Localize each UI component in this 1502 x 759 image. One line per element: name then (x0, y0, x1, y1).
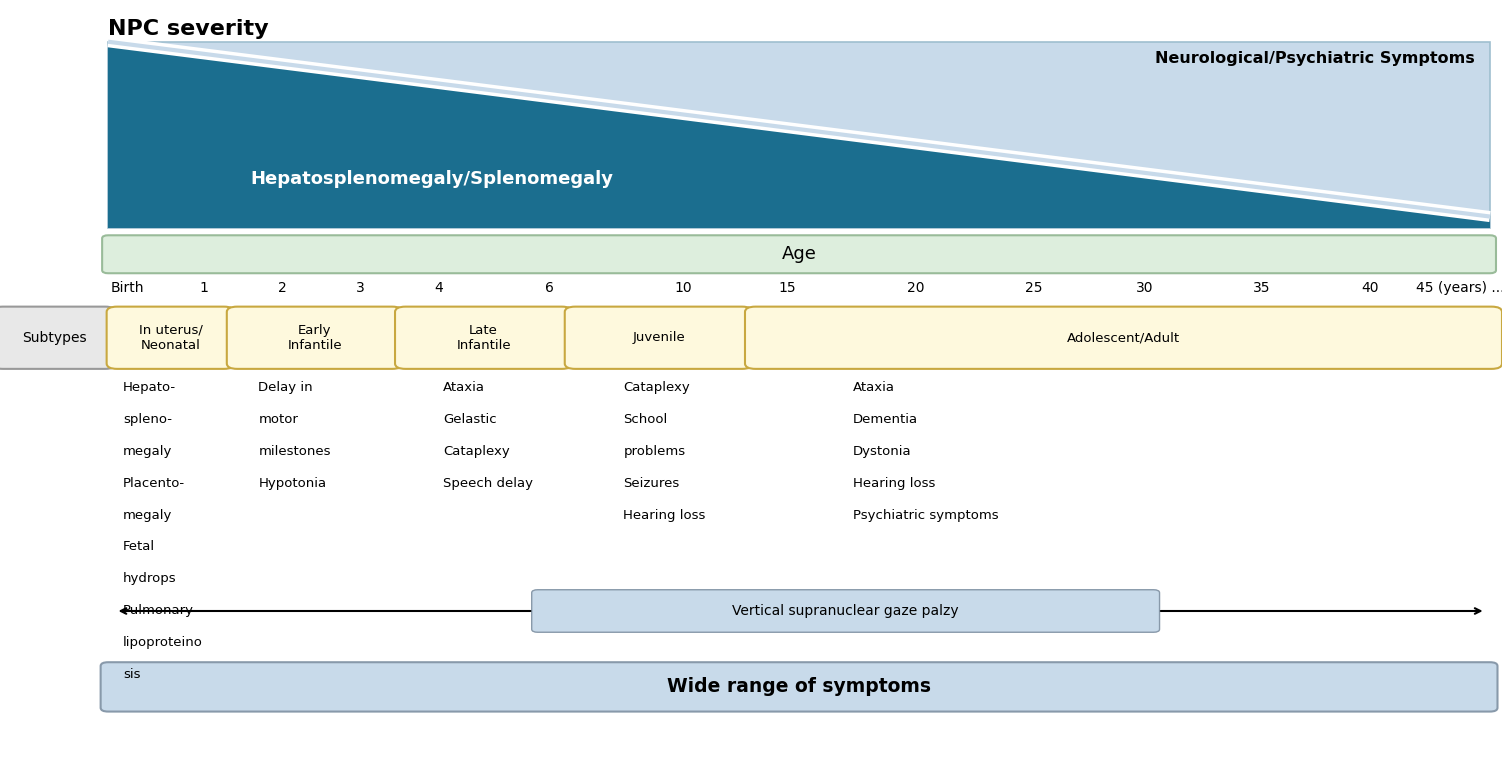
Text: Hearing loss: Hearing loss (853, 477, 936, 490)
Text: Speech delay: Speech delay (443, 477, 533, 490)
Text: Vertical supranuclear gaze palzy: Vertical supranuclear gaze palzy (733, 604, 958, 618)
Text: sis: sis (123, 668, 141, 681)
FancyBboxPatch shape (532, 590, 1160, 632)
Text: Gelastic: Gelastic (443, 413, 497, 426)
FancyBboxPatch shape (227, 307, 403, 369)
Text: Fetal: Fetal (123, 540, 155, 553)
Text: 20: 20 (907, 281, 925, 294)
Text: Ataxia: Ataxia (853, 381, 895, 394)
FancyBboxPatch shape (395, 307, 572, 369)
FancyBboxPatch shape (0, 307, 116, 369)
Text: hydrops: hydrops (123, 572, 177, 585)
Text: Late
Infantile: Late Infantile (457, 324, 511, 351)
FancyBboxPatch shape (108, 42, 1490, 228)
Text: Juvenile: Juvenile (632, 331, 685, 345)
Text: 30: 30 (1136, 281, 1154, 294)
Text: School: School (623, 413, 667, 426)
Text: Cataplexy: Cataplexy (623, 381, 689, 394)
Polygon shape (108, 42, 1490, 228)
Text: In uterus/
Neonatal: In uterus/ Neonatal (138, 324, 203, 351)
Text: Delay in: Delay in (258, 381, 312, 394)
Text: 35: 35 (1253, 281, 1271, 294)
Text: megaly: megaly (123, 445, 173, 458)
Text: Seizures: Seizures (623, 477, 679, 490)
FancyBboxPatch shape (565, 307, 753, 369)
Text: 2: 2 (278, 281, 287, 294)
FancyBboxPatch shape (101, 662, 1497, 712)
Text: 10: 10 (674, 281, 692, 294)
Text: 25: 25 (1024, 281, 1042, 294)
Text: Dementia: Dementia (853, 413, 918, 426)
Text: Hepato-: Hepato- (123, 381, 176, 394)
Text: 4: 4 (434, 281, 443, 294)
Text: Hypotonia: Hypotonia (258, 477, 326, 490)
Text: Cataplexy: Cataplexy (443, 445, 509, 458)
Text: Hepatosplenomegaly/Splenomegaly: Hepatosplenomegaly/Splenomegaly (251, 170, 614, 188)
Text: Adolescent/Adult: Adolescent/Adult (1066, 331, 1181, 345)
Text: 40: 40 (1361, 281, 1379, 294)
Text: Wide range of symptoms: Wide range of symptoms (667, 677, 931, 697)
Text: 3: 3 (356, 281, 365, 294)
Text: problems: problems (623, 445, 685, 458)
Text: Dystonia: Dystonia (853, 445, 912, 458)
FancyBboxPatch shape (107, 307, 234, 369)
Text: 6: 6 (545, 281, 554, 294)
Text: Ataxia: Ataxia (443, 381, 485, 394)
Text: Psychiatric symptoms: Psychiatric symptoms (853, 509, 999, 521)
FancyBboxPatch shape (745, 307, 1502, 369)
Text: Age: Age (781, 245, 817, 263)
Text: megaly: megaly (123, 509, 173, 521)
Text: 45 (years) ...: 45 (years) ... (1416, 281, 1502, 294)
Text: motor: motor (258, 413, 299, 426)
Text: milestones: milestones (258, 445, 330, 458)
Text: Subtypes: Subtypes (21, 331, 87, 345)
FancyBboxPatch shape (102, 235, 1496, 273)
Text: lipoproteino: lipoproteino (123, 636, 203, 649)
Text: 1: 1 (200, 281, 209, 294)
Text: 15: 15 (778, 281, 796, 294)
Text: Placentо-: Placentо- (123, 477, 185, 490)
Text: spleno-: spleno- (123, 413, 173, 426)
Text: Early
Infantile: Early Infantile (287, 324, 342, 351)
Text: NPC severity: NPC severity (108, 19, 269, 39)
Text: Neurological/Psychiatric Symptoms: Neurological/Psychiatric Symptoms (1155, 51, 1475, 66)
Text: Hearing loss: Hearing loss (623, 509, 706, 521)
Text: Pulmonary: Pulmonary (123, 604, 194, 617)
Text: Birth: Birth (111, 281, 144, 294)
